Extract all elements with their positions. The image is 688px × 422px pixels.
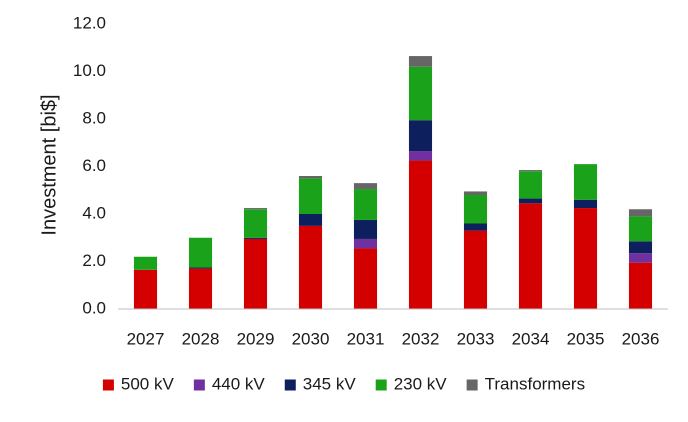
bar-segment xyxy=(298,214,323,226)
bar-segment xyxy=(628,216,653,242)
legend-swatch xyxy=(284,379,296,391)
bar-stack xyxy=(463,191,488,310)
bar-segment xyxy=(188,267,213,269)
bar-segment xyxy=(628,262,653,309)
y-axis-title-group: Investment [bi$] xyxy=(38,94,60,235)
bar-segment xyxy=(628,241,653,254)
bar-segment xyxy=(243,209,268,238)
x-tick-label: 2027 xyxy=(127,329,165,348)
bar-segment xyxy=(298,225,323,310)
bar-segment xyxy=(518,170,543,172)
y-tick-label: 8.0 xyxy=(82,108,106,127)
x-tick-label: 2033 xyxy=(457,329,495,348)
bar-stack xyxy=(628,209,653,309)
bar-segment xyxy=(518,198,543,204)
bar-stack xyxy=(573,164,598,309)
y-axis-ticks: 0.0 2.0 4.0 6.0 8.0 10.0 12.0 xyxy=(73,13,106,317)
legend-swatch xyxy=(375,379,387,391)
bar-segment xyxy=(243,238,268,309)
y-tick-label: 4.0 xyxy=(82,203,106,222)
bar-segment xyxy=(188,268,213,310)
bar-segment xyxy=(573,208,598,309)
y-axis-title: Investment [bi$] xyxy=(38,94,60,235)
y-tick-label: 6.0 xyxy=(82,156,106,175)
bar-segment xyxy=(463,223,488,231)
legend-swatch xyxy=(102,379,114,391)
bar-stack xyxy=(408,56,433,309)
legend-label: 500 kV xyxy=(121,374,175,393)
bar-segment xyxy=(298,178,323,215)
bar-stack xyxy=(298,176,323,310)
y-tick-label: 10.0 xyxy=(73,61,106,80)
x-tick-label: 2031 xyxy=(347,329,385,348)
legend-label: 345 kV xyxy=(303,374,357,393)
bar-segment xyxy=(408,151,433,161)
legend-swatch xyxy=(193,379,205,391)
legend-label: 230 kV xyxy=(394,374,448,393)
legend-swatch xyxy=(466,379,478,391)
bar-segment xyxy=(408,120,433,152)
x-tick-label: 2029 xyxy=(237,329,275,348)
bar-stack xyxy=(243,208,268,309)
bar-segment xyxy=(353,248,378,309)
bar-segment xyxy=(243,208,268,210)
x-tick-label: 2034 xyxy=(512,329,550,348)
x-tick-label: 2032 xyxy=(402,329,440,348)
bar-segment xyxy=(518,203,543,309)
bar-segment xyxy=(353,183,378,190)
bar-segment xyxy=(133,269,158,309)
legend-label: 440 kV xyxy=(212,374,266,393)
bar-stack xyxy=(133,256,158,309)
bars xyxy=(133,56,653,310)
bar-segment xyxy=(188,237,213,268)
bar-segment xyxy=(628,253,653,263)
bar-segment xyxy=(243,237,268,239)
bar-segment xyxy=(463,195,488,224)
bar-segment xyxy=(408,160,433,309)
bar-segment xyxy=(133,256,158,270)
y-tick-label: 0.0 xyxy=(82,298,106,317)
bar-segment xyxy=(573,164,598,200)
x-tick-label: 2030 xyxy=(292,329,330,348)
bar-segment xyxy=(463,230,488,310)
y-tick-label: 2.0 xyxy=(82,251,106,270)
x-tick-label: 2028 xyxy=(182,329,220,348)
bar-segment xyxy=(353,238,378,249)
bar-stack xyxy=(518,170,543,309)
legend: 500 kV 440 kV 345 kV 230 kV Transformers xyxy=(102,374,585,393)
legend-label: Transformers xyxy=(485,374,585,393)
bar-segment xyxy=(298,176,323,179)
bar-segment xyxy=(463,191,488,195)
x-axis-ticks: 2027 2028 2029 2030 2031 2032 2033 2034 2035 2036 xyxy=(127,329,660,348)
bar-segment xyxy=(353,219,378,239)
bar-segment xyxy=(628,209,653,217)
bar-stack xyxy=(188,237,213,310)
bar-segment xyxy=(573,199,598,209)
x-tick-label: 2036 xyxy=(622,329,660,348)
x-tick-label: 2035 xyxy=(567,329,605,348)
bar-segment xyxy=(408,66,433,121)
bar-stack xyxy=(353,183,378,309)
bar-segment xyxy=(408,56,433,67)
bar-segment xyxy=(518,171,543,199)
bar-segment xyxy=(353,189,378,220)
y-tick-label: 12.0 xyxy=(73,13,106,32)
